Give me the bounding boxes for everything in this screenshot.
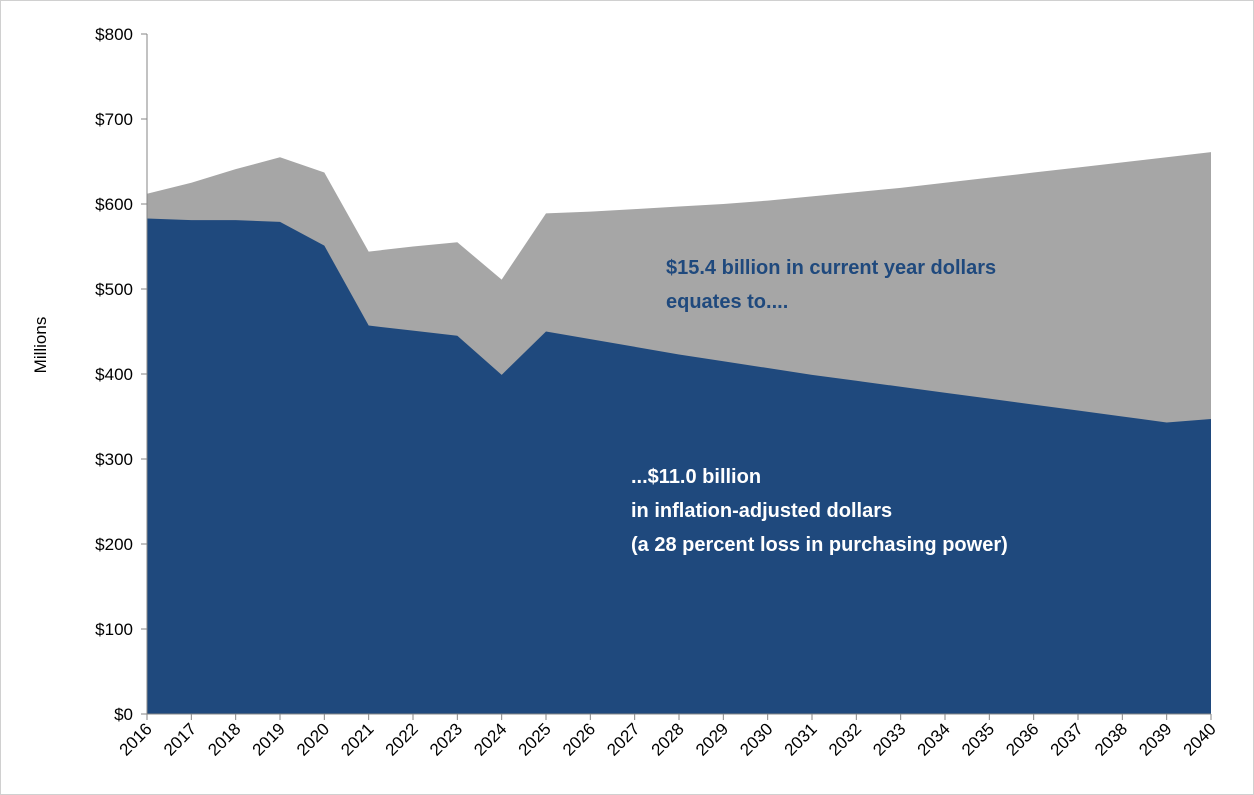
- annotation-line: (a 28 percent loss in purchasing power): [631, 534, 1008, 556]
- x-tick-label: 2027: [603, 719, 643, 759]
- x-tick-label: 2032: [825, 719, 865, 759]
- y-tick-label: $100: [95, 620, 133, 639]
- axes-group: [141, 33, 1212, 720]
- x-tick-label: 2028: [648, 719, 688, 759]
- x-tick-label: 2038: [1091, 719, 1131, 759]
- x-tick-label: 2035: [958, 719, 998, 759]
- y-tick-label: $300: [95, 450, 133, 469]
- x-tick-label: 2026: [559, 719, 599, 759]
- x-tick-label: 2023: [426, 719, 466, 759]
- y-tick-label: $800: [95, 25, 133, 44]
- x-tick-label: 2022: [382, 719, 422, 759]
- x-tick-label: 2018: [204, 719, 244, 759]
- x-tick-label: 2021: [337, 719, 377, 759]
- annotation-line: $15.4 billion in current year dollars: [666, 257, 996, 279]
- annotation-line: ...$11.0 billion: [631, 466, 761, 488]
- area-series-1: [147, 218, 1211, 714]
- y-tick-label: $600: [95, 195, 133, 214]
- x-tick-label: 2033: [869, 719, 909, 759]
- y-tick-label: $700: [95, 110, 133, 129]
- y-tick-label: $500: [95, 280, 133, 299]
- x-tick-label: 2025: [515, 719, 555, 759]
- y-axis-title: Millions: [31, 317, 50, 374]
- x-tick-label: 2037: [1047, 719, 1087, 759]
- x-tick-label: 2039: [1135, 719, 1175, 759]
- y-tick-label: $200: [95, 535, 133, 554]
- annotation-line: in inflation-adjusted dollars: [631, 500, 892, 522]
- x-tick-label: 2034: [914, 719, 954, 759]
- annotations-group: $15.4 billion in current year dollars equ…: [631, 257, 1008, 556]
- y-tick-labels: $0 $100 $200 $300 $400 $500 $600 $700 $800: [95, 25, 133, 724]
- x-tick-labels: 2016 2017 2018 2019 2020 2021 2022 2023 2024 2025…: [116, 719, 1220, 759]
- x-tick-label: 2030: [736, 719, 776, 759]
- x-tick-label: 2017: [160, 719, 200, 759]
- x-tick-label: 2016: [116, 719, 156, 759]
- x-tick-label: 2019: [249, 719, 289, 759]
- y-tick-label: $0: [114, 705, 133, 724]
- annotation-line: equates to....: [666, 291, 788, 313]
- annotation-0: $15.4 billion in current year dollars equ…: [666, 257, 996, 313]
- y-tick-label: $400: [95, 365, 133, 384]
- x-tick-label: 2040: [1180, 719, 1220, 759]
- area-series-group: [147, 152, 1211, 714]
- x-tick-label: 2020: [293, 719, 333, 759]
- x-tick-label: 2029: [692, 719, 732, 759]
- x-tick-label: 2036: [1002, 719, 1042, 759]
- x-tick-label: 2031: [781, 719, 821, 759]
- annotation-1: ...$11.0 billion in inflation-adjusted do…: [631, 466, 1008, 556]
- x-tick-label: 2024: [470, 719, 510, 759]
